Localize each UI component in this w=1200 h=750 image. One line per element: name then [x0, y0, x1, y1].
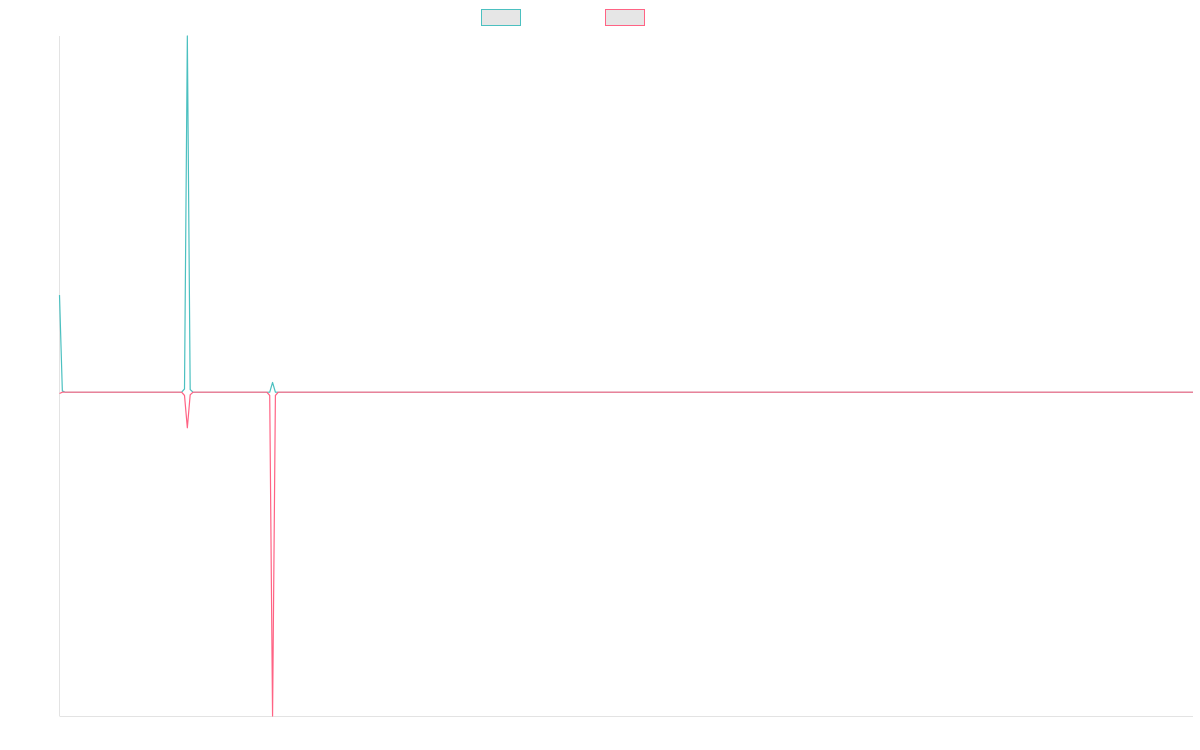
- series-line-1: [58, 35, 1193, 393]
- series-line-2: [59, 391, 1193, 717]
- legend-swatch-2[interactable]: [605, 9, 645, 26]
- series-layer: [58, 35, 1193, 717]
- legend-swatch-1[interactable]: [481, 9, 521, 26]
- legend[interactable]: [481, 9, 645, 26]
